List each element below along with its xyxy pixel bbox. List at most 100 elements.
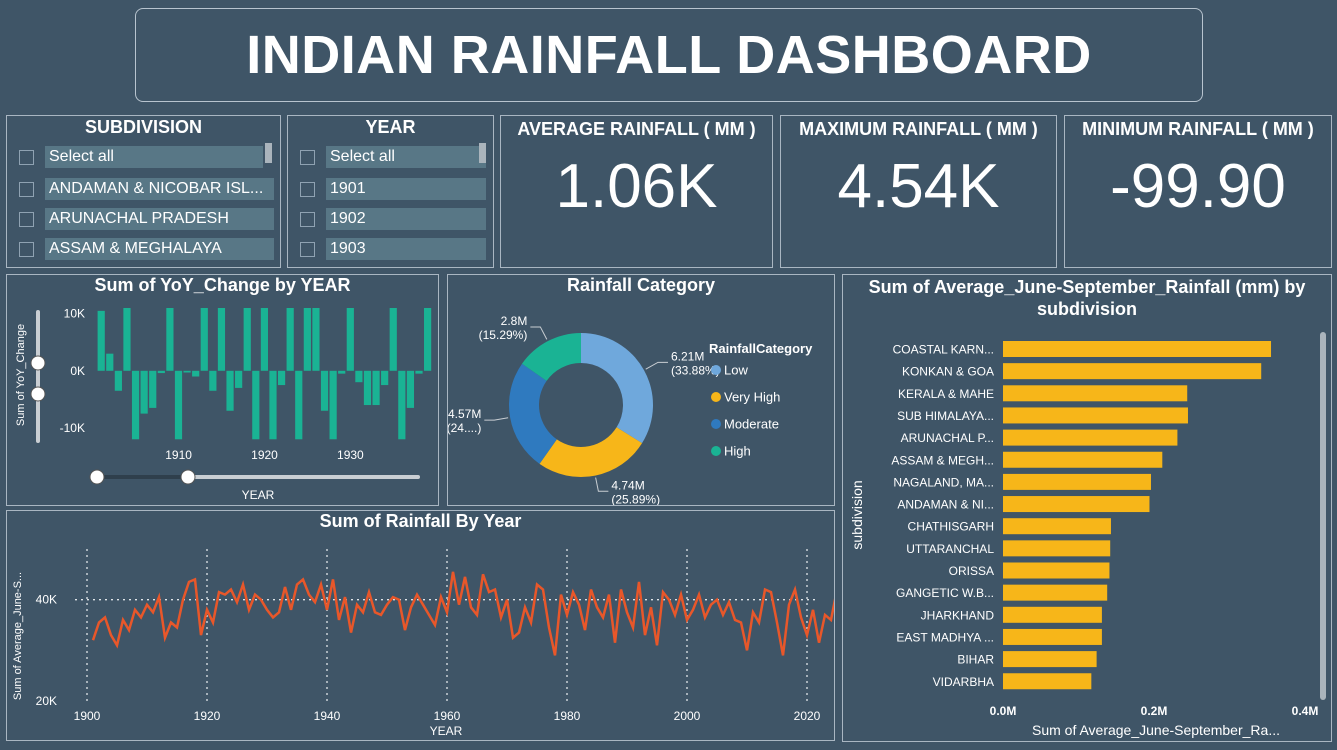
year-option[interactable]: 1902 bbox=[300, 208, 486, 230]
subdivision-option[interactable]: Select all bbox=[19, 146, 263, 168]
donut-leader-line bbox=[645, 361, 668, 370]
yoy-bar bbox=[415, 370, 423, 374]
hbar-category-label: ORISSA bbox=[949, 564, 994, 578]
yoy-x-slider-handle-left[interactable] bbox=[89, 469, 105, 485]
subdivision-slicer: SUBDIVISION Select all ANDAMAN & NICOBAR… bbox=[6, 115, 281, 268]
yoy-bar bbox=[320, 370, 329, 411]
rainfall-by-year-chart: 40K 20K 1900 1920 1940 1960 1980 2000 2020 Sum … bbox=[12, 549, 834, 738]
hbar-x-tick-label: 0.0M bbox=[990, 704, 1017, 718]
legend-marker bbox=[711, 446, 721, 456]
year-slicer: YEAR Select all 1901 1902 1903 bbox=[287, 115, 494, 268]
hbar-y-axis-title: subdivision bbox=[849, 480, 865, 549]
checkbox[interactable] bbox=[300, 211, 315, 227]
checkbox[interactable] bbox=[19, 211, 34, 227]
donut-slice bbox=[509, 363, 557, 464]
year-option-label: 1901 bbox=[326, 178, 486, 200]
hbar-bar bbox=[1003, 562, 1110, 579]
subdivision-bar-panel: Sum of Average_June-September_Rainfall (… bbox=[842, 274, 1332, 742]
subdivision-option[interactable]: ANDAMAN & NICOBAR ISL... bbox=[19, 178, 274, 200]
year-slicer-title: YEAR bbox=[365, 117, 416, 137]
yoy-bar bbox=[226, 370, 234, 411]
subdivision-option[interactable]: ASSAM & MEGHALAYA bbox=[19, 238, 274, 260]
donut-percent-label: (33.88%) bbox=[671, 363, 720, 377]
line-x-tick-label: 1900 bbox=[74, 709, 101, 723]
minimum-rainfall-value: -99.90 bbox=[1110, 152, 1286, 221]
donut-percent-label: (25.89%) bbox=[611, 492, 660, 505]
hbar-bar bbox=[1003, 363, 1262, 380]
hbar-bar bbox=[1003, 518, 1111, 535]
year-option[interactable]: Select all bbox=[300, 146, 486, 168]
hbar-category-label: NAGALAND, MA... bbox=[893, 475, 994, 489]
yoy-y-slider-handle-bottom[interactable] bbox=[30, 386, 46, 402]
yoy-y-tick-label: 0K bbox=[70, 364, 85, 378]
yoy-bar bbox=[106, 353, 114, 371]
average-rainfall-label: AVERAGE RAINFALL ( MM ) bbox=[517, 119, 756, 139]
yoy-bar bbox=[406, 370, 415, 408]
hbar-category-label: ARUNACHAL P... bbox=[901, 431, 994, 445]
hbar-category-label: BIHAR bbox=[957, 653, 994, 667]
yoy-y-slider-track[interactable] bbox=[36, 310, 40, 443]
checkbox[interactable] bbox=[19, 149, 34, 165]
hbar-bar bbox=[1003, 540, 1111, 557]
rainfall-by-year-panel: Sum of Rainfall By Year 40K 20K 1900 1920 1… bbox=[6, 510, 835, 741]
rainfall-by-year-title: Sum of Rainfall By Year bbox=[319, 511, 522, 531]
yoy-bar bbox=[363, 370, 372, 406]
checkbox[interactable] bbox=[300, 181, 315, 197]
hbar-category-label: EAST MADHYA ... bbox=[896, 630, 994, 644]
donut-value-label: 4.57M bbox=[448, 407, 481, 421]
hbar-category-label: SUB HIMALAYA... bbox=[897, 409, 994, 423]
checkbox[interactable] bbox=[300, 241, 315, 257]
hbar-category-label: KERALA & MAHE bbox=[898, 387, 994, 401]
year-option[interactable]: 1901 bbox=[300, 178, 486, 200]
year-scrollbar[interactable] bbox=[479, 143, 486, 163]
checkbox[interactable] bbox=[19, 241, 34, 257]
subdivision-bar-title: Sum of Average_June-September_Rainfall (… bbox=[868, 277, 1306, 319]
yoy-bar bbox=[372, 370, 380, 406]
minimum-rainfall-card: MINIMUM RAINFALL ( MM ) -99.90 bbox=[1064, 115, 1332, 268]
yoy-bar bbox=[192, 370, 200, 377]
line-x-tick-label: 1980 bbox=[554, 709, 581, 723]
hbar-category-label: VIDARBHA bbox=[933, 675, 994, 689]
checkbox[interactable] bbox=[300, 149, 315, 165]
year-option[interactable]: 1903 bbox=[300, 238, 486, 260]
hbar-category-label: JHARKHAND bbox=[921, 608, 995, 622]
rainfall-category-chart: 6.21M(33.88%) 4.74M(25.89%) 4.57M(24....) 2… bbox=[448, 314, 813, 505]
hbar-category-label: GANGETIC W.B... bbox=[896, 586, 994, 600]
donut-percent-label: (24....) bbox=[448, 421, 481, 435]
yoy-bar bbox=[114, 370, 122, 391]
rainfall-category-title: Rainfall Category bbox=[566, 275, 716, 295]
subdivision-option-label: ANDAMAN & NICOBAR ISL... bbox=[45, 178, 274, 200]
hbar-x-tick-label: 0.4M bbox=[1292, 704, 1319, 718]
hbar-bar bbox=[1003, 451, 1163, 468]
donut-value-label: 4.74M bbox=[611, 478, 644, 492]
hbar-bar bbox=[1003, 496, 1150, 513]
hbar-category-label: ASSAM & MEGH... bbox=[891, 453, 994, 467]
hbar-category-label: KONKAN & GOA bbox=[902, 365, 994, 379]
hbar-category-label: COASTAL KARN... bbox=[893, 343, 994, 357]
yoy-bar bbox=[140, 370, 148, 414]
yoy-x-slider-range bbox=[97, 475, 188, 479]
yoy-x-tick-label: 1930 bbox=[337, 448, 364, 462]
subdivision-scrollbar[interactable] bbox=[265, 143, 272, 163]
yoy-y-axis-title: Sum of YoY_Change bbox=[15, 324, 27, 426]
hbar-scrollbar[interactable] bbox=[1320, 332, 1326, 700]
year-option-label: 1903 bbox=[326, 238, 486, 260]
legend-marker bbox=[711, 392, 721, 402]
yoy-bar bbox=[424, 308, 432, 371]
hbar-bar bbox=[1003, 628, 1102, 645]
yoy-bar bbox=[131, 370, 140, 440]
donut-value-label: 6.21M bbox=[671, 349, 704, 363]
year-option-label: Select all bbox=[326, 146, 486, 168]
yoy-x-slider-handle-right[interactable] bbox=[180, 469, 196, 485]
hbar-bar bbox=[1003, 341, 1272, 357]
donut-slice bbox=[581, 333, 653, 444]
average-rainfall-value: 1.06K bbox=[555, 152, 718, 221]
line-x-tick-label: 2000 bbox=[674, 709, 701, 723]
hbar-bar bbox=[1003, 385, 1188, 402]
hbar-category-label: UTTARANCHAL bbox=[906, 542, 994, 556]
subdivision-option[interactable]: ARUNACHAL PRADESH bbox=[19, 208, 274, 230]
yoy-y-slider-handle-top[interactable] bbox=[30, 355, 46, 371]
legend-item-label: Low bbox=[724, 363, 748, 378]
yoy-bar bbox=[389, 308, 397, 371]
checkbox[interactable] bbox=[19, 181, 34, 197]
